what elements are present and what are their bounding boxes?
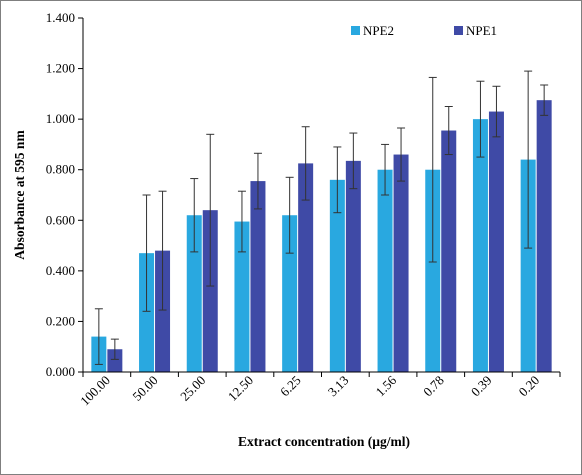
y-tick-label: 1.400 xyxy=(46,10,75,25)
x-tick-label: 0.20 xyxy=(516,373,543,400)
y-tick-label: 1.000 xyxy=(46,111,75,126)
bar-npe1-6.25 xyxy=(298,163,314,372)
bar-npe1-1.56 xyxy=(393,154,409,372)
bar-npe2-0.39 xyxy=(472,119,488,373)
bar-npe2-12.50 xyxy=(234,221,250,372)
y-tick-label: 0.400 xyxy=(46,263,75,278)
legend-label-npe1: NPE1 xyxy=(466,23,497,38)
x-tick-label: 50.00 xyxy=(129,373,160,404)
legend-swatch-npe2 xyxy=(351,26,360,35)
bar-npe2-50.00 xyxy=(139,253,155,372)
bar-npe2-6.25 xyxy=(282,215,298,372)
y-axis-title: Absorbance at 595 nm xyxy=(12,130,27,260)
y-tick-label: 0.800 xyxy=(46,162,75,177)
x-tick-label: 3.13 xyxy=(325,373,352,400)
x-tick-label: 0.39 xyxy=(468,373,495,400)
bar-npe2-1.56 xyxy=(377,169,393,372)
bar-npe1-0.78 xyxy=(441,130,457,372)
bar-npe1-0.39 xyxy=(488,111,504,373)
y-tick-label: 1.200 xyxy=(46,61,75,76)
x-tick-label: 1.56 xyxy=(372,372,399,399)
legend-label-npe2: NPE2 xyxy=(363,23,394,38)
x-tick-label: 25.00 xyxy=(177,373,208,404)
bar-npe1-50.00 xyxy=(155,250,171,372)
bar-npe1-100.00 xyxy=(107,349,123,372)
bar-npe1-0.20 xyxy=(536,100,552,372)
legend: NPE2 NPE1 xyxy=(351,23,497,38)
bar-npe1-25.00 xyxy=(202,210,218,372)
x-tick-label: 12.50 xyxy=(225,373,256,404)
x-tick-label: 6.25 xyxy=(277,373,304,400)
x-axis-title: Extract concentration (µg/ml) xyxy=(238,434,410,449)
y-tick-label: 0.600 xyxy=(46,212,75,227)
bar-npe2-25.00 xyxy=(186,215,202,372)
bar-npe2-0.78 xyxy=(425,169,441,372)
x-tick-label: 0.78 xyxy=(420,373,447,400)
legend-swatch-npe1 xyxy=(454,26,463,35)
x-tick-label: 100.00 xyxy=(77,373,113,409)
y-tick-label: 0.200 xyxy=(46,313,75,328)
bar-npe2-3.13 xyxy=(329,179,345,372)
bar-npe1-12.50 xyxy=(250,181,266,372)
bar-npe1-3.13 xyxy=(345,160,361,372)
y-tick-label: 0.000 xyxy=(46,364,75,379)
bar-npe2-0.20 xyxy=(520,159,536,372)
